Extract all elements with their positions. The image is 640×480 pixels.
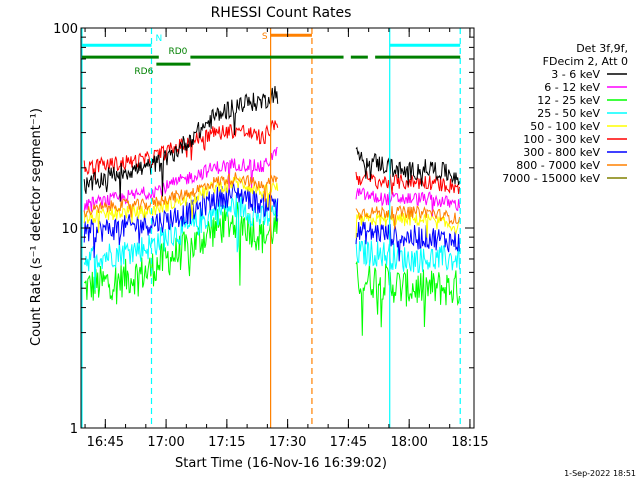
series-line [83, 194, 460, 291]
y-tick-label: 100 [53, 22, 78, 37]
x-tick-label: 17:00 [147, 435, 184, 450]
flag-label: RD0 [169, 47, 188, 57]
legend-label: 3 - 6 keV [551, 68, 600, 81]
x-tick-label: 18:00 [390, 435, 427, 450]
legend-header: FDecim 2, Att 0 [543, 55, 628, 68]
y-tick-label: 10 [61, 222, 78, 237]
chart-title: RHESSI Count Rates [211, 5, 352, 21]
legend-label: 300 - 800 keV [523, 146, 600, 159]
flag-label: S [262, 32, 268, 42]
x-axis-label: Start Time (16-Nov-16 16:39:02) [175, 456, 387, 471]
axes: 1 10 100 16:45 17:00 17:15 17:30 17:45 18:00 18:1… [53, 22, 489, 450]
legend-label: 25 - 50 keV [537, 107, 600, 120]
legend-label: 6 - 12 keV [544, 81, 600, 94]
series-line [83, 201, 460, 336]
legend-header: Det 3f,9f, [576, 42, 628, 55]
flag-label: RD6 [134, 67, 153, 77]
series-line [83, 85, 460, 202]
series-line [83, 172, 460, 230]
legend-label: 7000 - 15000 keV [502, 172, 600, 185]
series-line [83, 183, 460, 262]
legend-label: 800 - 7000 keV [516, 159, 600, 172]
legend-label: 50 - 100 keV [530, 120, 600, 133]
x-tick-label: 16:45 [87, 435, 124, 450]
y-axis-label: Count Rate (s⁻¹ detector segment⁻¹) [29, 108, 44, 346]
y-tick-label: 1 [70, 422, 78, 437]
flag-label: N [155, 34, 162, 44]
legend-label: 12 - 25 keV [537, 94, 600, 107]
footer-timestamp: 1-Sep-2022 18:51 [564, 469, 636, 478]
x-tick-label: 17:30 [269, 435, 306, 450]
x-tick-label: 17:45 [330, 435, 367, 450]
series-layer [83, 85, 460, 336]
legend-label: 100 - 300 keV [523, 133, 600, 146]
x-tick-label: 18:15 [451, 435, 488, 450]
x-tick-label: 17:15 [208, 435, 245, 450]
flag-bars: N S RD0 RD6 [81, 32, 461, 77]
series-line [83, 147, 460, 217]
